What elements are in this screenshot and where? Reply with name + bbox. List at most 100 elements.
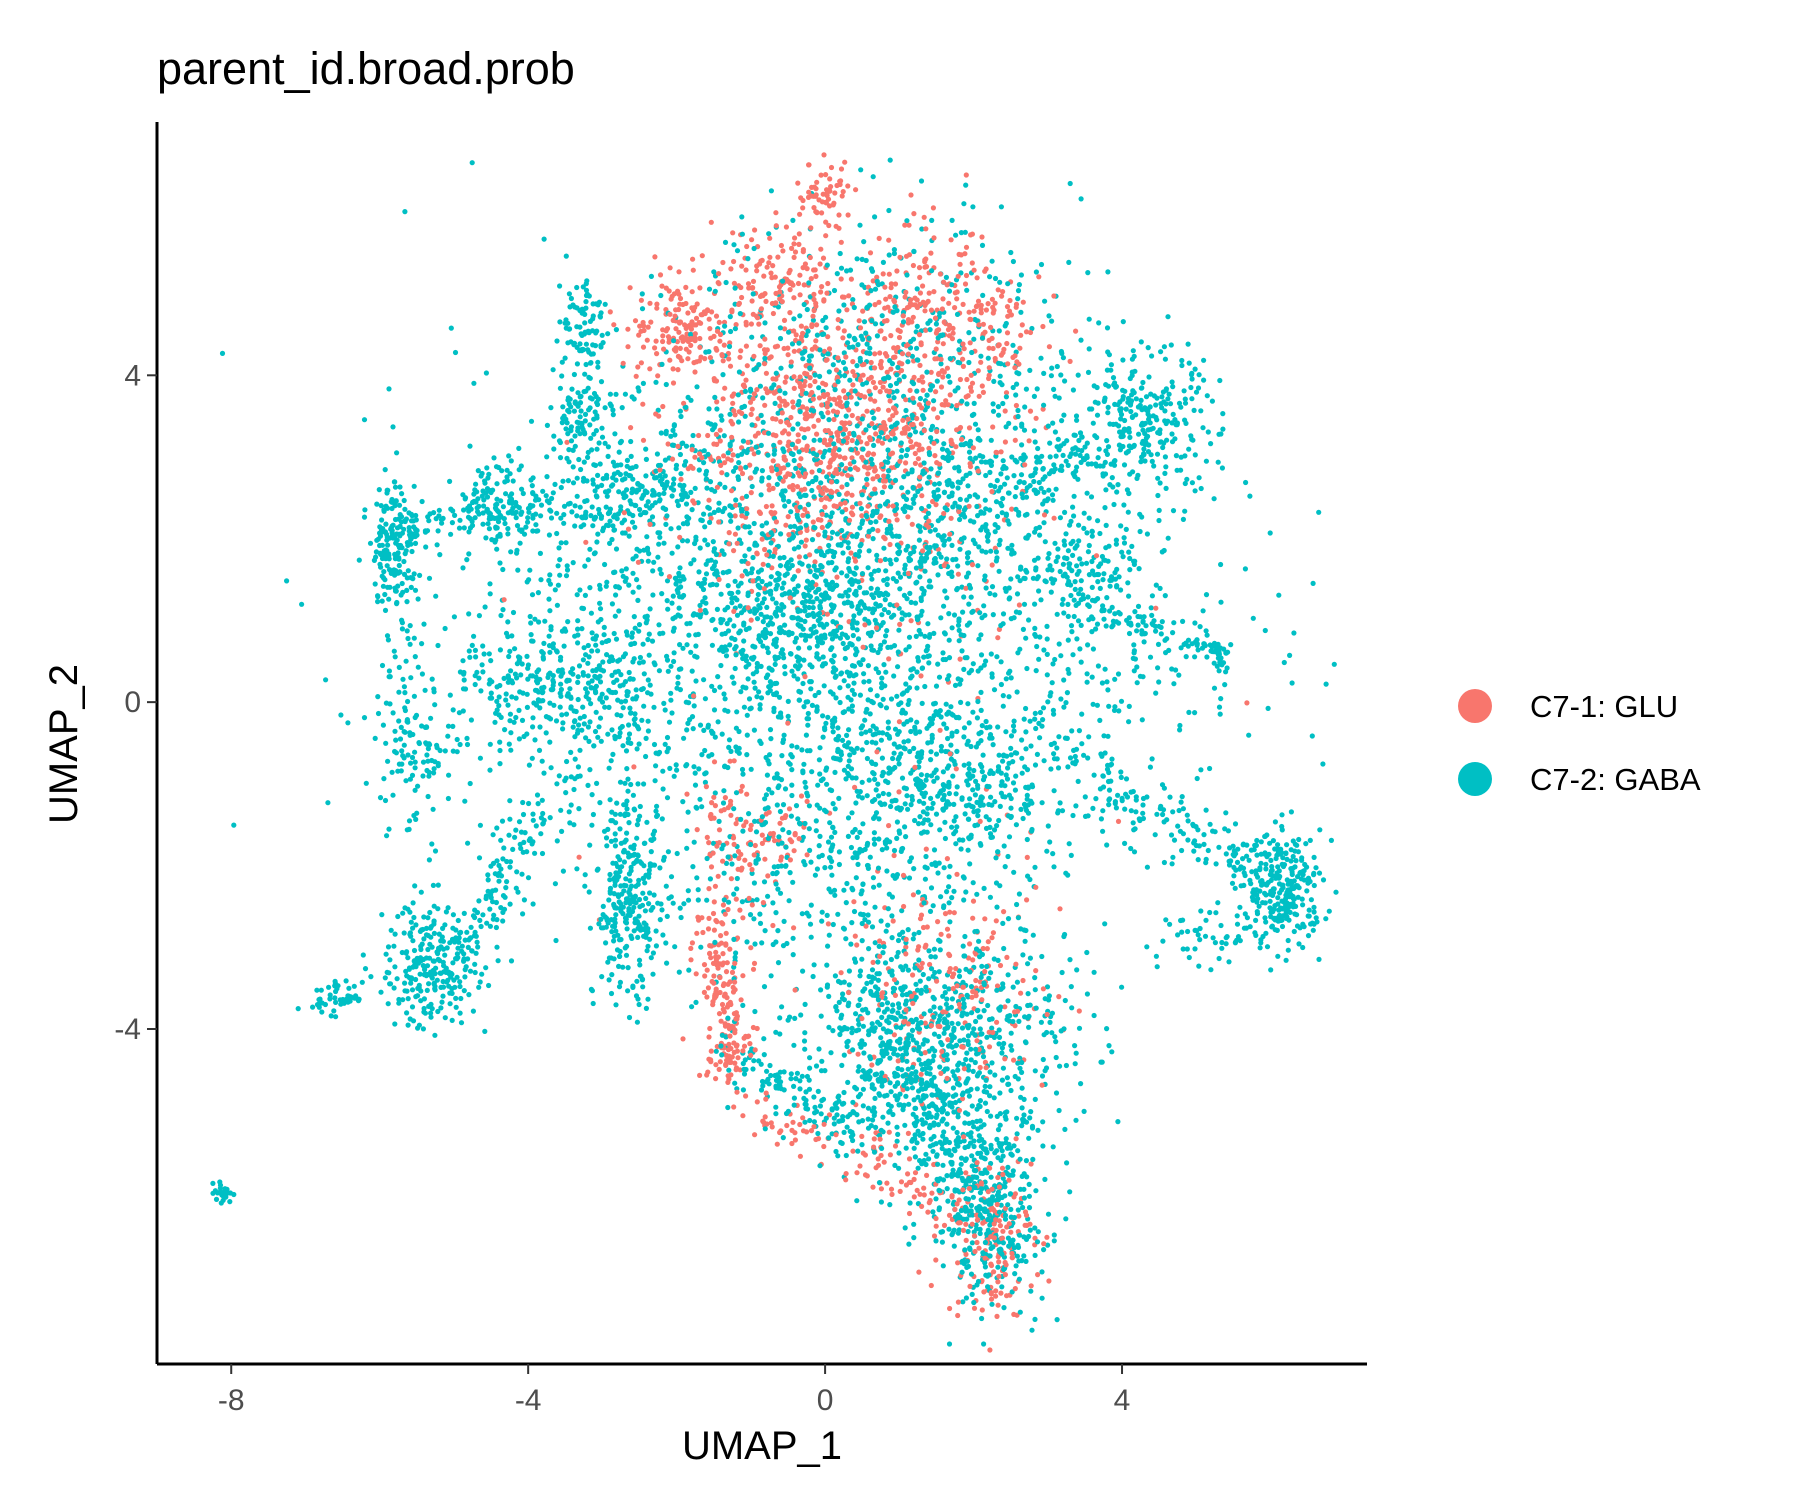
point-gaba bbox=[677, 451, 684, 458]
point-gaba bbox=[926, 948, 932, 954]
point-glu bbox=[886, 271, 892, 277]
point-gaba bbox=[861, 679, 867, 685]
point-glu bbox=[797, 1121, 803, 1128]
point-gaba bbox=[599, 332, 605, 338]
point-gaba bbox=[1155, 475, 1161, 481]
point-gaba bbox=[759, 940, 765, 946]
point-gaba bbox=[1078, 337, 1084, 343]
point-gaba bbox=[841, 767, 848, 773]
point-glu bbox=[881, 484, 888, 490]
point-gaba bbox=[662, 707, 668, 713]
point-gaba bbox=[1154, 811, 1160, 817]
point-gaba bbox=[849, 920, 855, 926]
point-gaba bbox=[948, 756, 955, 762]
point-gaba bbox=[612, 831, 618, 837]
point-gaba bbox=[1033, 668, 1039, 674]
point-glu bbox=[665, 441, 671, 447]
point-gaba bbox=[865, 663, 872, 669]
point-gaba bbox=[1039, 800, 1045, 806]
point-gaba bbox=[799, 1073, 805, 1079]
point-gaba bbox=[1268, 857, 1274, 864]
point-gaba bbox=[1015, 1076, 1021, 1082]
point-gaba bbox=[1170, 508, 1177, 514]
point-gaba bbox=[927, 908, 934, 915]
point-gaba bbox=[480, 643, 486, 649]
point-gaba bbox=[966, 449, 973, 455]
point-gaba bbox=[743, 493, 750, 499]
point-gaba bbox=[690, 864, 696, 870]
point-gaba bbox=[1005, 972, 1011, 978]
point-gaba bbox=[1037, 735, 1043, 741]
point-glu bbox=[786, 431, 792, 437]
point-gaba bbox=[1074, 563, 1080, 569]
point-gaba bbox=[1016, 1276, 1023, 1282]
point-gaba bbox=[924, 772, 930, 779]
point-gaba bbox=[1141, 631, 1147, 637]
point-gaba bbox=[1184, 946, 1190, 952]
point-gaba bbox=[1084, 490, 1090, 496]
point-gaba bbox=[397, 484, 403, 490]
point-gaba bbox=[1068, 623, 1075, 629]
point-gaba bbox=[849, 1030, 855, 1036]
point-gaba bbox=[957, 516, 963, 523]
point-gaba bbox=[1027, 876, 1033, 883]
point-gaba bbox=[955, 359, 961, 365]
point-gaba bbox=[836, 861, 843, 868]
point-gaba bbox=[519, 717, 526, 724]
point-gaba bbox=[597, 800, 603, 806]
point-gaba bbox=[953, 814, 959, 820]
point-gaba bbox=[1223, 941, 1229, 947]
point-gaba bbox=[1073, 803, 1079, 809]
point-gaba bbox=[710, 840, 717, 846]
point-gaba bbox=[603, 924, 609, 930]
point-gaba bbox=[706, 406, 712, 412]
point-gaba bbox=[1153, 690, 1159, 696]
point-glu bbox=[788, 359, 794, 365]
point-gaba bbox=[872, 214, 878, 220]
point-gaba bbox=[1296, 836, 1302, 843]
point-gaba bbox=[1072, 1061, 1078, 1067]
point-gaba bbox=[676, 605, 682, 611]
point-gaba bbox=[817, 373, 823, 379]
point-gaba bbox=[951, 818, 957, 824]
point-gaba bbox=[958, 699, 964, 706]
point-gaba bbox=[818, 987, 824, 993]
point-gaba bbox=[860, 1023, 867, 1029]
point-gaba bbox=[1178, 799, 1184, 805]
point-gaba bbox=[575, 696, 581, 703]
point-gaba bbox=[736, 419, 742, 425]
point-gaba bbox=[383, 521, 389, 527]
point-gaba bbox=[624, 830, 630, 836]
point-gaba bbox=[1310, 580, 1316, 587]
point-gaba bbox=[554, 781, 560, 787]
point-gaba bbox=[943, 701, 949, 707]
point-gaba bbox=[1086, 515, 1092, 521]
point-gaba bbox=[524, 704, 531, 711]
point-gaba bbox=[990, 408, 997, 414]
point-gaba bbox=[466, 611, 472, 617]
point-gaba bbox=[829, 529, 836, 535]
point-gaba bbox=[894, 388, 900, 394]
point-gaba bbox=[646, 901, 652, 907]
point-gaba bbox=[508, 747, 514, 753]
point-gaba bbox=[520, 490, 526, 497]
point-gaba bbox=[930, 1148, 936, 1154]
point-gaba bbox=[402, 705, 408, 711]
point-glu bbox=[870, 379, 877, 385]
point-gaba bbox=[691, 703, 697, 709]
point-glu bbox=[860, 308, 866, 314]
point-gaba bbox=[703, 476, 710, 482]
point-gaba bbox=[1126, 593, 1132, 599]
point-gaba bbox=[967, 493, 973, 499]
point-gaba bbox=[1065, 666, 1071, 673]
point-gaba bbox=[577, 504, 583, 510]
point-glu bbox=[693, 971, 699, 977]
point-gaba bbox=[605, 331, 611, 337]
point-gaba bbox=[442, 748, 448, 754]
point-gaba bbox=[425, 946, 431, 953]
point-gaba bbox=[461, 507, 467, 513]
point-gaba bbox=[368, 974, 374, 980]
point-glu bbox=[714, 399, 720, 405]
point-gaba bbox=[631, 614, 637, 620]
point-gaba bbox=[474, 939, 480, 945]
